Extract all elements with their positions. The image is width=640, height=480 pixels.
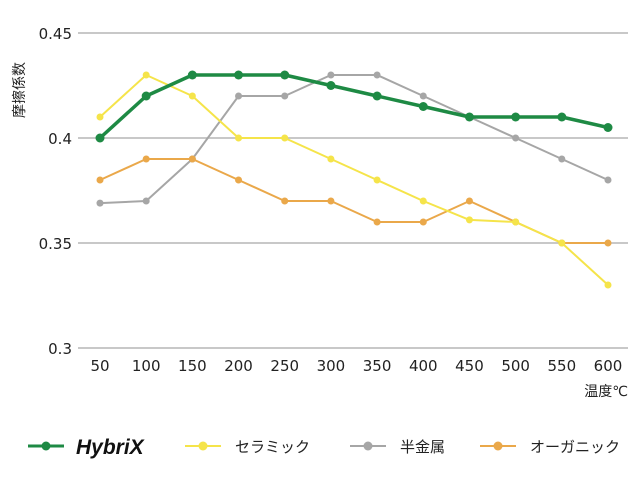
- data-point: [281, 197, 289, 205]
- data-point: [557, 112, 567, 122]
- y-tick-label: 0.4: [48, 130, 72, 148]
- data-point: [142, 71, 150, 79]
- x-tick-label: 350: [363, 357, 392, 375]
- data-point: [512, 218, 520, 226]
- data-point: [465, 197, 473, 205]
- x-tick-label: 100: [132, 357, 161, 375]
- data-point: [187, 70, 197, 80]
- legend-item[interactable]: 半金属: [350, 438, 445, 456]
- data-point: [96, 176, 104, 184]
- data-point: [604, 239, 612, 247]
- data-point: [280, 70, 290, 80]
- data-point: [188, 92, 196, 100]
- data-point: [327, 71, 335, 79]
- data-point: [419, 197, 427, 205]
- x-tick-label: 550: [547, 357, 576, 375]
- y-axis-label: 摩擦係数: [11, 62, 28, 118]
- x-tick-label: 400: [409, 357, 438, 375]
- x-tick-label: 500: [501, 357, 530, 375]
- data-point: [372, 91, 382, 101]
- x-tick-label: 50: [90, 357, 109, 375]
- data-point: [603, 123, 613, 132]
- data-point: [604, 176, 612, 184]
- data-point: [373, 71, 381, 79]
- legend-item[interactable]: オーガニック: [480, 438, 620, 456]
- data-point: [96, 113, 104, 121]
- data-point: [235, 92, 243, 100]
- data-point: [142, 155, 150, 163]
- legend-marker-icon: [198, 441, 208, 451]
- y-tick-label: 0.45: [39, 25, 72, 43]
- series-2: [96, 71, 612, 207]
- data-point: [604, 281, 612, 289]
- data-point: [419, 218, 427, 226]
- y-tick-label: 0.35: [39, 235, 72, 253]
- data-point: [188, 155, 196, 163]
- data-point: [512, 134, 520, 142]
- data-point: [326, 81, 336, 90]
- y-tick-label: 0.3: [48, 340, 72, 358]
- series-0: [95, 70, 613, 143]
- legend-marker-icon: [41, 441, 51, 451]
- data-point: [418, 102, 428, 111]
- x-tick-label: 600: [594, 357, 623, 375]
- data-point: [558, 239, 566, 247]
- x-axis-label: 温度℃: [584, 384, 628, 400]
- data-point: [464, 112, 474, 122]
- legend-label: セラミック: [235, 438, 310, 456]
- data-point: [281, 134, 289, 142]
- data-point: [141, 91, 151, 101]
- data-point: [327, 197, 335, 205]
- x-tick-label: 300: [317, 357, 346, 375]
- data-point: [142, 197, 150, 205]
- data-point: [373, 176, 381, 184]
- data-point: [511, 112, 521, 122]
- legend-label: 半金属: [400, 438, 445, 456]
- legend-marker-icon: [493, 441, 503, 451]
- data-point: [96, 199, 104, 207]
- data-point: [235, 176, 243, 184]
- data-point: [419, 92, 427, 100]
- x-tick-label: 150: [178, 357, 207, 375]
- legend-item[interactable]: HybriX: [28, 436, 146, 459]
- data-point: [465, 216, 473, 224]
- series-line: [98, 73, 609, 140]
- series-line: [99, 74, 609, 205]
- legend-label: HybriX: [76, 436, 146, 459]
- legend-item[interactable]: セラミック: [185, 438, 310, 456]
- x-tick-label: 250: [270, 357, 299, 375]
- data-point: [281, 92, 289, 100]
- legend-label: オーガニック: [530, 438, 620, 456]
- data-point: [558, 155, 566, 163]
- series-line: [99, 74, 609, 286]
- data-point: [235, 134, 243, 142]
- data-point: [234, 70, 244, 80]
- legend-marker-icon: [363, 441, 373, 451]
- x-tick-label: 450: [455, 357, 484, 375]
- data-point: [95, 133, 105, 143]
- series-1: [96, 71, 612, 289]
- x-tick-label: 200: [224, 357, 253, 375]
- data-point: [327, 155, 335, 163]
- data-point: [373, 218, 381, 226]
